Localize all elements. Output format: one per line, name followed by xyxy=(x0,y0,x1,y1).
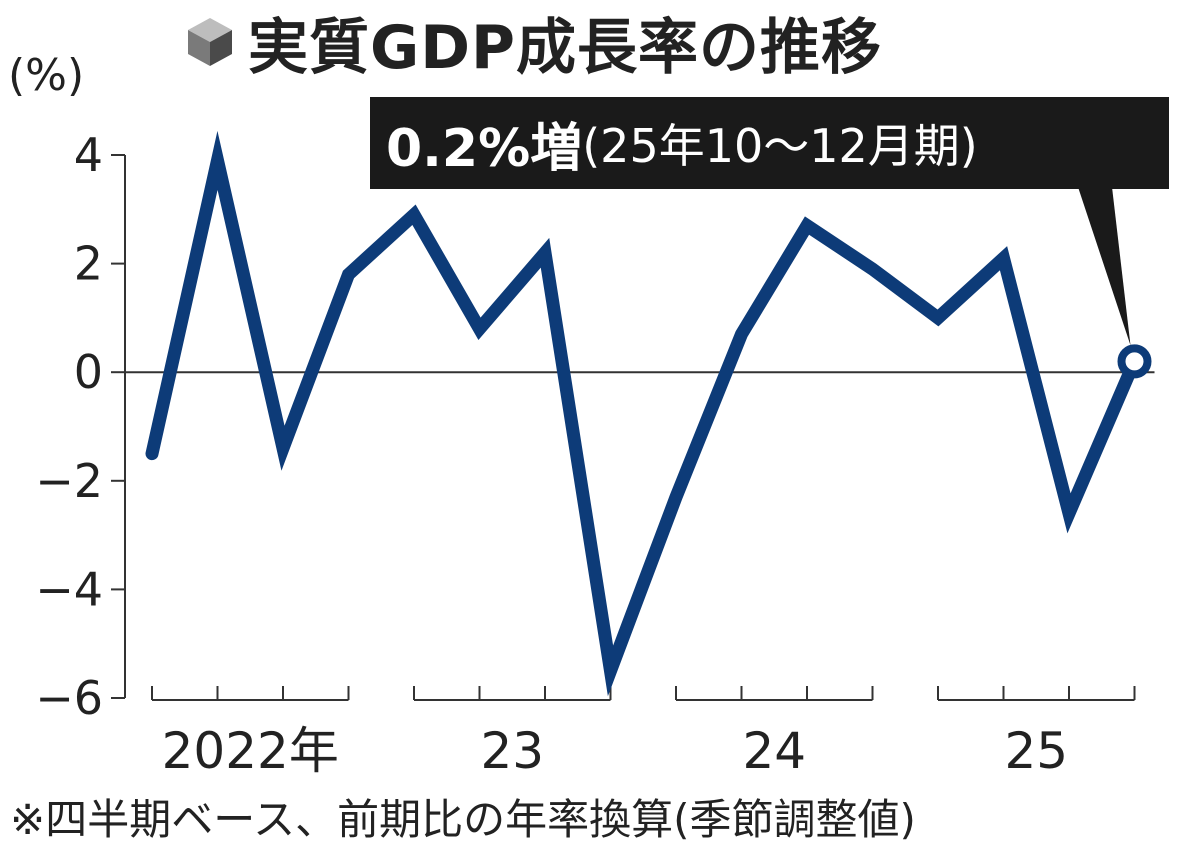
callout-pointer xyxy=(1078,187,1131,346)
title-text: 実質GDP成長率の推移 xyxy=(248,12,883,83)
x-year-label: 25 xyxy=(1004,722,1068,780)
y-tick-label: −6 xyxy=(35,671,103,725)
y-tick-label: 0 xyxy=(74,345,103,399)
callout-value: 0.2%増 xyxy=(386,118,583,179)
highlight-point xyxy=(1117,344,1152,379)
x-year-label: 24 xyxy=(742,722,806,780)
cube-icon xyxy=(188,18,232,66)
x-year-label: 2022年 xyxy=(162,722,339,780)
gdp-series-line xyxy=(145,130,1141,697)
y-axis-unit: (%) xyxy=(8,50,85,101)
y-tick-label: 2 xyxy=(74,237,103,291)
y-tick-label: −4 xyxy=(35,562,103,616)
callout-label: 0.2%増 (25年10〜12月期) xyxy=(370,97,1169,189)
callout-period: (25年10〜12月期) xyxy=(582,119,978,173)
chart-title: 実質GDP成長率の推移 xyxy=(182,4,882,83)
footnote: ※四半期ベース、前期比の年率換算(季節調整値) xyxy=(10,795,916,844)
y-tick-label: −2 xyxy=(35,454,103,508)
x-year-label: 23 xyxy=(480,722,544,780)
y-tick-label: 4 xyxy=(74,128,103,182)
